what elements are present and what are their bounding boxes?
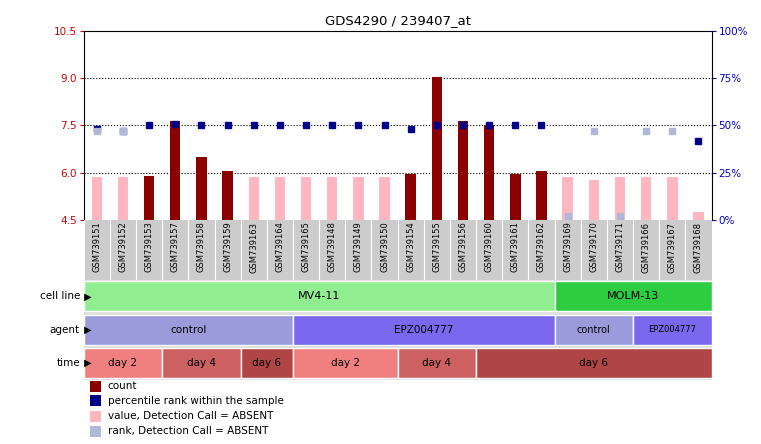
Text: GSM739159: GSM739159 bbox=[223, 222, 232, 272]
Text: GSM739163: GSM739163 bbox=[250, 222, 258, 273]
Bar bbox=[615, 177, 626, 220]
Bar bbox=[301, 177, 311, 220]
Bar bbox=[327, 177, 337, 220]
Bar bbox=[170, 121, 180, 220]
Bar bbox=[555, 281, 712, 311]
Bar bbox=[84, 315, 293, 345]
Bar bbox=[144, 176, 154, 220]
Text: GSM739148: GSM739148 bbox=[328, 222, 336, 273]
Bar bbox=[476, 348, 712, 378]
Text: GSM739161: GSM739161 bbox=[511, 222, 520, 273]
Text: value, Detection Call = ABSENT: value, Detection Call = ABSENT bbox=[107, 411, 273, 421]
Bar bbox=[353, 177, 364, 220]
Bar bbox=[84, 348, 162, 378]
Text: GSM739170: GSM739170 bbox=[589, 222, 598, 273]
Bar bbox=[293, 348, 397, 378]
Bar bbox=[379, 177, 390, 220]
Text: cell line: cell line bbox=[40, 291, 80, 301]
Bar bbox=[667, 177, 677, 220]
Text: day 2: day 2 bbox=[331, 358, 360, 368]
Bar bbox=[240, 348, 293, 378]
Text: GSM739168: GSM739168 bbox=[694, 222, 703, 273]
Text: GSM739157: GSM739157 bbox=[170, 222, 180, 273]
Bar bbox=[91, 177, 102, 220]
Text: MV4-11: MV4-11 bbox=[298, 291, 340, 301]
Text: GDS4290 / 239407_at: GDS4290 / 239407_at bbox=[325, 14, 470, 27]
Text: GSM739158: GSM739158 bbox=[197, 222, 206, 273]
Text: GSM739155: GSM739155 bbox=[432, 222, 441, 272]
Text: agent: agent bbox=[49, 325, 80, 335]
Text: GSM739154: GSM739154 bbox=[406, 222, 416, 272]
Text: GSM739164: GSM739164 bbox=[275, 222, 285, 273]
Bar bbox=[562, 177, 573, 220]
Bar bbox=[537, 171, 546, 220]
Bar bbox=[84, 281, 555, 311]
Text: day 2: day 2 bbox=[109, 358, 138, 368]
Text: GSM739151: GSM739151 bbox=[92, 222, 101, 272]
Bar bbox=[588, 180, 599, 220]
Text: GSM739166: GSM739166 bbox=[642, 222, 651, 273]
Bar bbox=[275, 177, 285, 220]
Text: day 6: day 6 bbox=[579, 358, 608, 368]
Bar bbox=[641, 177, 651, 220]
Text: day 4: day 4 bbox=[187, 358, 216, 368]
Bar bbox=[555, 315, 633, 345]
Text: MOLM-13: MOLM-13 bbox=[607, 291, 659, 301]
Text: rank, Detection Call = ABSENT: rank, Detection Call = ABSENT bbox=[107, 426, 268, 436]
Text: day 6: day 6 bbox=[253, 358, 282, 368]
Text: control: control bbox=[170, 325, 206, 335]
Text: GSM739169: GSM739169 bbox=[563, 222, 572, 273]
Bar bbox=[397, 348, 476, 378]
Bar bbox=[633, 315, 712, 345]
Text: control: control bbox=[577, 325, 610, 335]
Bar bbox=[249, 177, 259, 220]
Text: GSM739167: GSM739167 bbox=[668, 222, 677, 273]
Bar bbox=[162, 348, 240, 378]
Bar bbox=[458, 121, 468, 220]
Text: ▶: ▶ bbox=[81, 325, 91, 335]
Bar bbox=[693, 212, 704, 220]
Bar bbox=[431, 77, 442, 220]
Bar bbox=[406, 174, 416, 220]
Text: count: count bbox=[107, 381, 137, 392]
Bar bbox=[510, 174, 521, 220]
Text: GSM739165: GSM739165 bbox=[301, 222, 310, 273]
Bar bbox=[118, 177, 128, 220]
Bar bbox=[293, 315, 555, 345]
Bar bbox=[484, 125, 495, 220]
Bar bbox=[90, 381, 101, 392]
Text: GSM739160: GSM739160 bbox=[485, 222, 494, 273]
Text: GSM739153: GSM739153 bbox=[145, 222, 154, 273]
Text: GSM739162: GSM739162 bbox=[537, 222, 546, 273]
Text: GSM739152: GSM739152 bbox=[119, 222, 127, 272]
Text: EPZ004777: EPZ004777 bbox=[648, 325, 696, 334]
Bar bbox=[222, 171, 233, 220]
Text: day 4: day 4 bbox=[422, 358, 451, 368]
Text: time: time bbox=[56, 358, 80, 368]
Text: GSM739156: GSM739156 bbox=[459, 222, 467, 273]
Text: percentile rank within the sample: percentile rank within the sample bbox=[107, 396, 283, 406]
Text: GSM739171: GSM739171 bbox=[616, 222, 625, 273]
Text: ▶: ▶ bbox=[81, 358, 91, 368]
Bar bbox=[90, 411, 101, 422]
Text: GSM739150: GSM739150 bbox=[380, 222, 389, 272]
Text: GSM739149: GSM739149 bbox=[354, 222, 363, 272]
Text: EPZ004777: EPZ004777 bbox=[394, 325, 454, 335]
Bar bbox=[196, 157, 207, 220]
Text: ▶: ▶ bbox=[81, 291, 91, 301]
Bar bbox=[90, 426, 101, 437]
Bar bbox=[90, 395, 101, 406]
